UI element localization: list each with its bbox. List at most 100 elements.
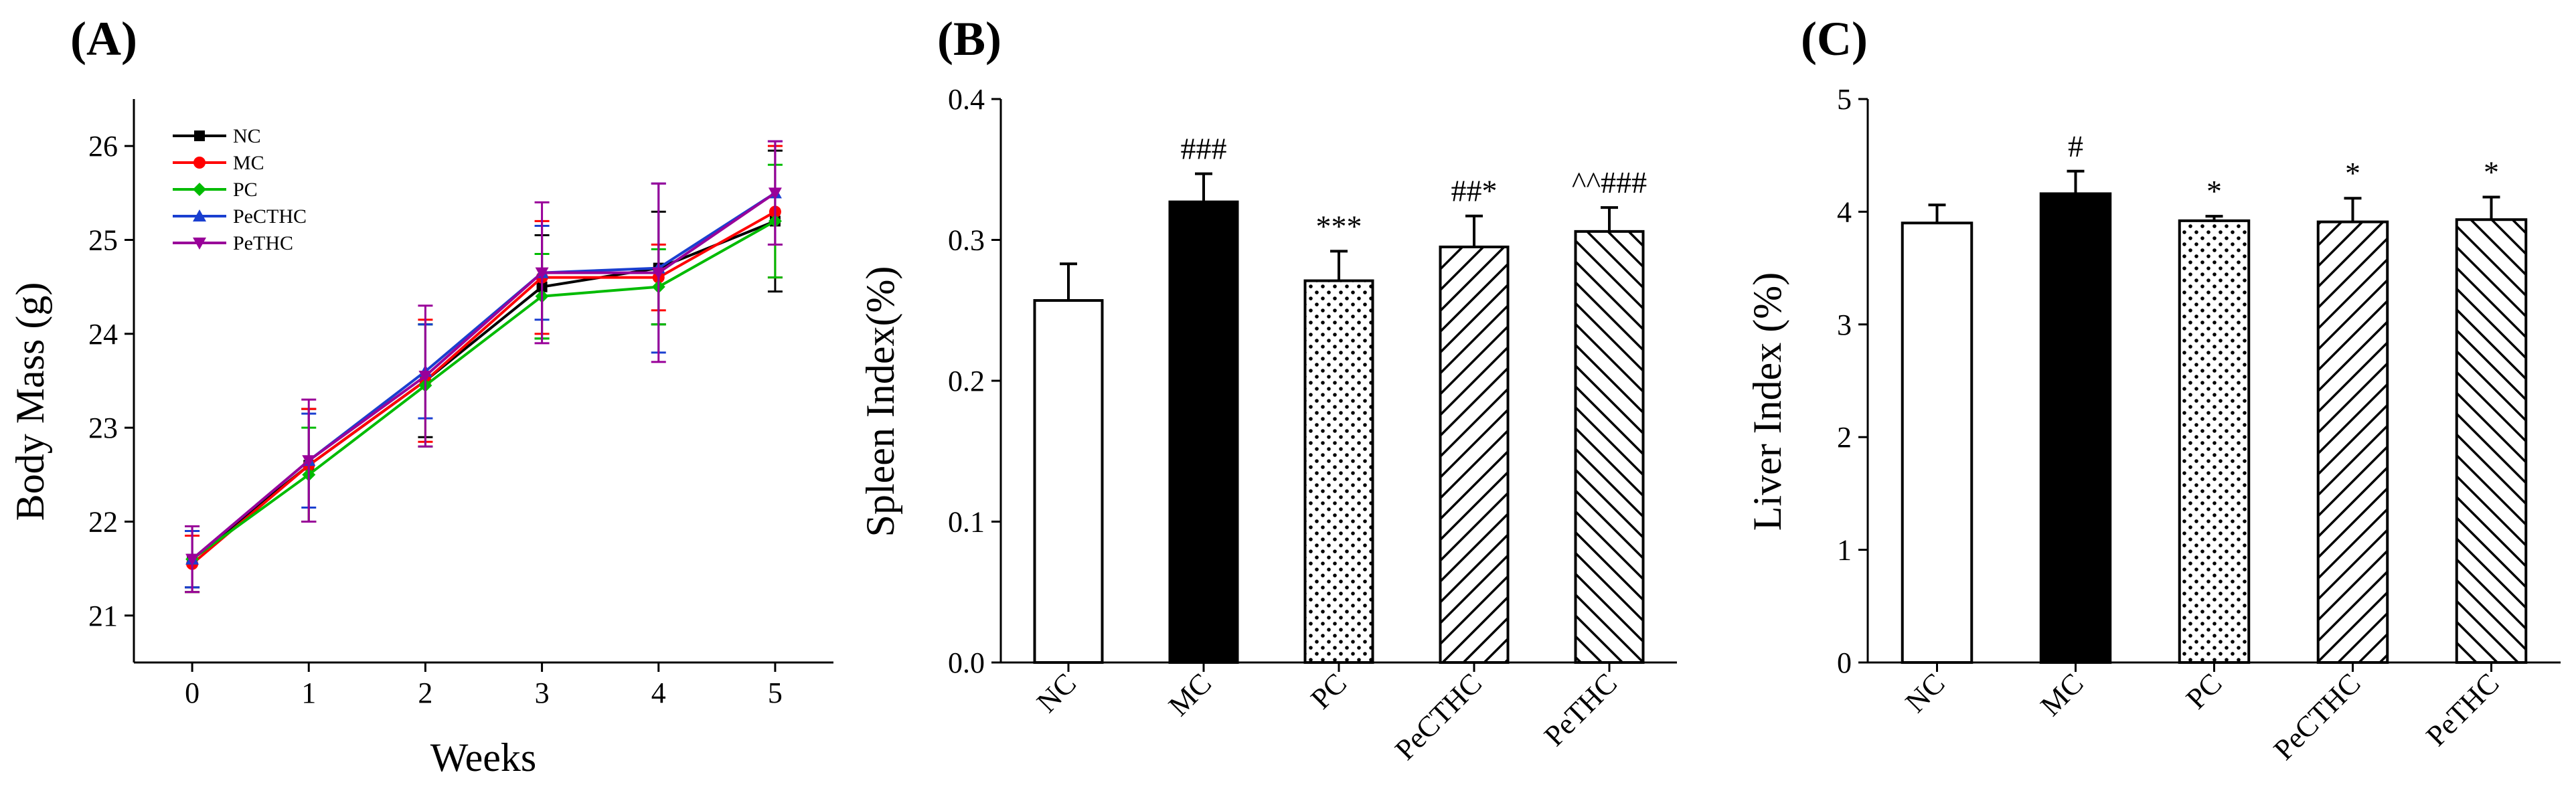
series-pc bbox=[185, 163, 783, 594]
bar bbox=[1439, 246, 1510, 664]
bar-group-pc: *** PC bbox=[1303, 209, 1374, 715]
panel-a-x-tick-label: 4 bbox=[651, 677, 666, 709]
b-y-tick-label: 0.3 bbox=[948, 224, 985, 257]
bar bbox=[1303, 279, 1374, 664]
bar-group-mc: # MC bbox=[2034, 129, 2112, 722]
data-point bbox=[302, 455, 316, 468]
panel-a-y-tick-label: 26 bbox=[88, 130, 118, 163]
significance-label: # bbox=[2068, 129, 2083, 163]
significance-label: *** bbox=[1316, 209, 1362, 243]
legend-marker bbox=[193, 209, 206, 221]
bar-group-nc: NC bbox=[1030, 262, 1104, 719]
bar-group-pecthc: * PeCTHC bbox=[2267, 156, 2389, 766]
legend-label: NC bbox=[233, 125, 261, 147]
bar-group-pethc: ^^### PeTHC bbox=[1538, 165, 1647, 752]
significance-label: ^^### bbox=[1572, 165, 1647, 199]
b-y-tick-label: 0.2 bbox=[948, 365, 985, 397]
significance-label: * bbox=[2345, 156, 2360, 190]
panel-b-y-axis-title: Spleen Index(%) bbox=[858, 266, 902, 537]
legend-label: PC bbox=[233, 179, 258, 201]
bar-group-nc: NC bbox=[1899, 203, 1974, 719]
panel-a-y-tick-label: 24 bbox=[88, 318, 118, 351]
legend-marker bbox=[194, 130, 205, 141]
legend-label: MC bbox=[233, 152, 264, 174]
b-y-tick-label: 0.1 bbox=[948, 506, 985, 539]
panel-a-label: (A) bbox=[70, 12, 137, 66]
c-y-tick-label: 4 bbox=[1837, 195, 1852, 228]
legend-marker bbox=[193, 238, 206, 250]
category-label: PeTHC bbox=[1538, 667, 1623, 752]
data-point bbox=[651, 267, 665, 280]
significance-label: * bbox=[2484, 155, 2499, 189]
significance-label: ### bbox=[1181, 132, 1227, 166]
panel-a-x-tick-label: 1 bbox=[301, 677, 316, 709]
significance-label: * bbox=[2206, 174, 2222, 208]
panel-b-label: (B) bbox=[937, 12, 1001, 66]
bar-group-pc: * PC bbox=[2178, 174, 2251, 715]
panel-c-y-axis-title: Liver Index (%) bbox=[1745, 272, 1789, 531]
c-y-tick-label: 3 bbox=[1837, 308, 1852, 341]
panel-b-ticks: 0.0 0.1 0.2 0.3 0.4 bbox=[948, 83, 1001, 679]
panel-b-bar-chart: (B) Spleen Index(%) 0.0 0.1 0.2 0.3 0.4 NC ##… bbox=[858, 12, 1677, 766]
panel-a-y-tick-label: 25 bbox=[88, 224, 118, 257]
data-point bbox=[185, 553, 199, 566]
bar-group-mc: ### MC bbox=[1162, 132, 1239, 722]
panel-a-x-tick-label: 3 bbox=[535, 677, 550, 709]
panel-b-bars: NC ### MC *** PC ##* PeCTHC ^^### PeTHC bbox=[1030, 132, 1647, 767]
bar bbox=[1168, 200, 1239, 664]
significance-label: ##* bbox=[1451, 174, 1498, 208]
panel-a-axes bbox=[133, 99, 833, 664]
data-point bbox=[418, 370, 432, 383]
b-y-tick-label: 0.4 bbox=[948, 83, 985, 116]
data-point bbox=[768, 187, 782, 200]
panel-c-ticks: 0 1 2 3 4 5 bbox=[1837, 83, 1868, 679]
panel-a-x-tick-label: 5 bbox=[768, 677, 783, 709]
series-pethc bbox=[185, 140, 783, 594]
legend-marker bbox=[193, 157, 206, 169]
category-label: PeTHC bbox=[2420, 667, 2506, 752]
panel-a-x-tick-label: 2 bbox=[418, 677, 432, 709]
panel-a-y-tick-label: 22 bbox=[88, 506, 118, 539]
bar bbox=[2178, 219, 2251, 664]
panel-a-y-tick-label: 21 bbox=[88, 600, 118, 632]
panel-a-y-tick-label: 23 bbox=[88, 412, 118, 444]
series-line-mc bbox=[191, 210, 776, 565]
bar bbox=[2039, 192, 2112, 664]
c-y-tick-label: 5 bbox=[1837, 83, 1852, 116]
panel-a-y-axis-title: Body Mass (g) bbox=[8, 282, 52, 521]
b-y-tick-label: 0.0 bbox=[948, 646, 985, 679]
legend-marker bbox=[193, 183, 206, 196]
category-label: NC bbox=[1030, 667, 1082, 719]
bar-group-pecthc: ##* PeCTHC bbox=[1388, 174, 1510, 766]
c-y-tick-label: 2 bbox=[1837, 421, 1852, 454]
category-label: PeCTHC bbox=[1388, 667, 1488, 766]
series-line-pethc bbox=[191, 191, 777, 561]
category-label: PeCTHC bbox=[2267, 667, 2367, 766]
category-label: NC bbox=[1899, 667, 1951, 719]
panel-c-bar-chart: (C) Liver Index (%) 0 1 2 3 4 5 NC # MC * PC * PeCT… bbox=[1745, 12, 2561, 766]
bar bbox=[1033, 299, 1104, 664]
bar bbox=[2455, 218, 2528, 664]
panel-c-bars: NC # MC * PC * PeCTHC * PeTHC bbox=[1899, 129, 2528, 766]
panel-a-x-axis-title: Weeks bbox=[430, 735, 536, 780]
panel-a-line-chart: (A) Body Mass (g) Weeks 0 1 2 3 4 52122232425… bbox=[8, 12, 833, 780]
panel-c-label: (C) bbox=[1801, 12, 1868, 66]
panel-a-legend: NC MC PC PeCTHC PeTHC bbox=[173, 125, 307, 254]
category-label: PC bbox=[2180, 667, 2229, 715]
c-y-tick-label: 0 bbox=[1837, 646, 1852, 679]
category-label: MC bbox=[1162, 667, 1218, 722]
category-label: PC bbox=[1304, 667, 1353, 715]
legend-label: PeCTHC bbox=[233, 205, 307, 228]
panel-a-series bbox=[185, 140, 783, 594]
bar bbox=[1901, 221, 1974, 664]
legend-label: PeTHC bbox=[233, 232, 293, 254]
bar bbox=[1574, 230, 1645, 664]
series-line-pc bbox=[191, 219, 776, 561]
bar bbox=[2316, 220, 2389, 664]
data-point bbox=[535, 267, 549, 280]
category-label: MC bbox=[2034, 667, 2089, 722]
panel-a-x-tick-label: 0 bbox=[185, 677, 199, 709]
bar-group-pethc: * PeTHC bbox=[2420, 155, 2528, 752]
